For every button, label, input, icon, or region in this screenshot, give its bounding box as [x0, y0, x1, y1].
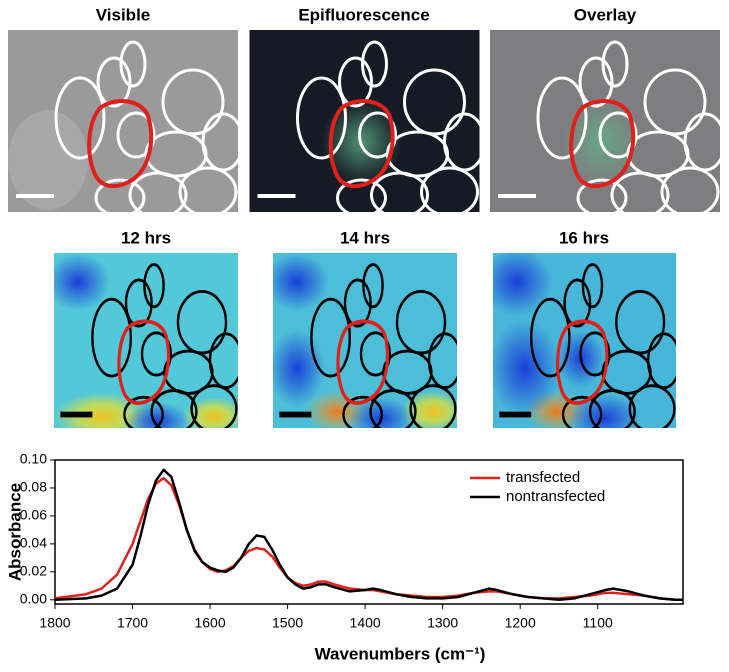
visible-image	[8, 30, 238, 212]
panel-title: Overlay	[574, 5, 637, 24]
x-tick-label: 1400	[350, 615, 381, 631]
epifluorescence-image	[249, 30, 480, 212]
spectrum-chart: Wavenumbers (cm⁻¹) Absorbance 1800 1700 16…	[5, 451, 684, 663]
heatmap-panels	[54, 253, 676, 428]
panel-title: Visible	[96, 5, 151, 24]
x-axis-label: Wavenumbers (cm⁻¹)	[315, 644, 486, 663]
panel-title: 16 hrs	[559, 228, 609, 247]
heatmap-14	[273, 253, 457, 428]
overlay-image	[490, 30, 721, 212]
legend-label: nontransfected	[506, 488, 605, 505]
x-tick-label: 1300	[427, 615, 458, 631]
y-tick-label: 0.06	[20, 507, 47, 523]
y-tick-label: 0.02	[20, 563, 47, 579]
y-tick-label: 0.08	[20, 479, 47, 495]
x-tick-label: 1200	[505, 615, 536, 631]
y-axis-label: Absorbance	[5, 483, 24, 581]
panel-title: 12 hrs	[121, 228, 171, 247]
panel-title: 14 hrs	[340, 228, 390, 247]
y-tick-label: 0.10	[20, 451, 47, 467]
top-panels	[8, 30, 721, 212]
y-tick-label: 0.00	[20, 591, 47, 607]
heatmap-16	[493, 253, 676, 428]
series-line	[54, 468, 683, 602]
x-tick-label: 1600	[194, 615, 225, 631]
x-tick-label: 1700	[117, 615, 148, 631]
heatmap-12	[54, 253, 238, 428]
legend-label: transfected	[506, 469, 580, 486]
panel-title: Epifluorescence	[298, 5, 429, 24]
plot-frame	[54, 459, 684, 605]
x-tick-label: 1800	[39, 615, 70, 631]
x-tick-label: 1500	[272, 615, 303, 631]
y-tick-label: 0.04	[20, 535, 47, 551]
x-tick-label: 1100	[583, 615, 613, 631]
